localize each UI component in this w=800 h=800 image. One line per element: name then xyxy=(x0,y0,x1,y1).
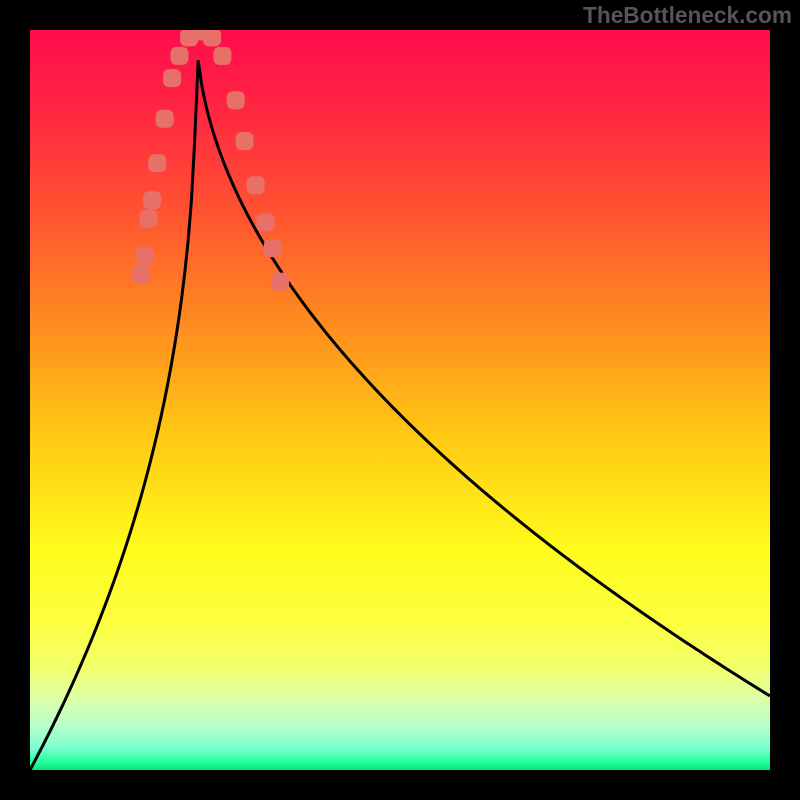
component-marker xyxy=(143,191,161,209)
bottleneck-curve xyxy=(30,60,770,770)
canvas: TheBottleneck.com xyxy=(0,0,800,800)
component-marker xyxy=(213,47,231,65)
plot-area xyxy=(30,30,770,770)
component-marker xyxy=(227,91,245,109)
component-marker xyxy=(148,154,166,172)
component-marker xyxy=(236,132,254,150)
component-marker xyxy=(264,239,282,257)
component-marker xyxy=(139,210,157,228)
component-marker xyxy=(203,30,221,46)
component-marker xyxy=(156,110,174,128)
component-marker xyxy=(256,213,274,231)
component-marker xyxy=(271,273,289,291)
component-marker xyxy=(170,47,188,65)
plot-overlay xyxy=(30,30,770,770)
component-marker xyxy=(163,69,181,87)
component-marker xyxy=(136,247,154,265)
component-marker xyxy=(132,265,150,283)
watermark-text: TheBottleneck.com xyxy=(583,2,792,29)
component-marker xyxy=(247,176,265,194)
